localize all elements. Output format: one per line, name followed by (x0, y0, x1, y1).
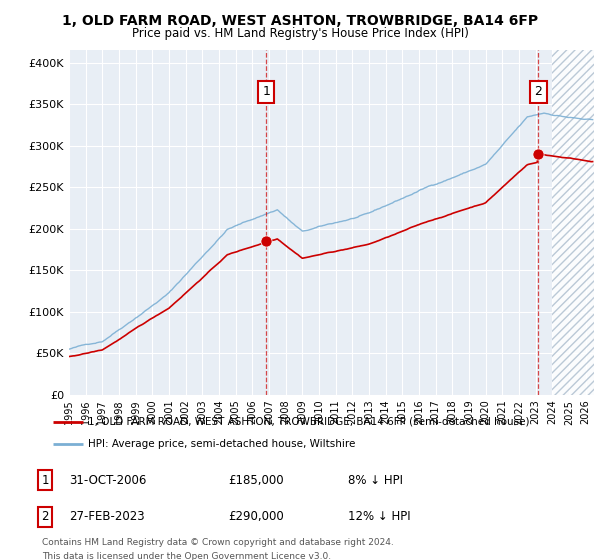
Text: This data is licensed under the Open Government Licence v3.0.: This data is licensed under the Open Gov… (42, 552, 331, 560)
Text: 2: 2 (41, 510, 49, 523)
Text: HPI: Average price, semi-detached house, Wiltshire: HPI: Average price, semi-detached house,… (88, 438, 355, 449)
Bar (553, 50, 594, 395)
Text: 31-OCT-2006: 31-OCT-2006 (69, 474, 146, 487)
Text: 1, OLD FARM ROAD, WEST ASHTON, TROWBRIDGE, BA14 6FP: 1, OLD FARM ROAD, WEST ASHTON, TROWBRIDG… (62, 14, 538, 28)
Text: 27-FEB-2023: 27-FEB-2023 (69, 510, 145, 523)
Text: 8% ↓ HPI: 8% ↓ HPI (348, 474, 403, 487)
Text: £290,000: £290,000 (228, 510, 284, 523)
Text: 2: 2 (535, 85, 542, 99)
Text: £185,000: £185,000 (228, 474, 284, 487)
Text: Price paid vs. HM Land Registry's House Price Index (HPI): Price paid vs. HM Land Registry's House … (131, 27, 469, 40)
Text: 1, OLD FARM ROAD, WEST ASHTON, TROWBRIDGE, BA14 6FP (semi-detached house): 1, OLD FARM ROAD, WEST ASHTON, TROWBRIDG… (88, 417, 529, 427)
Text: 1: 1 (41, 474, 49, 487)
Text: 1: 1 (262, 85, 270, 99)
Text: 12% ↓ HPI: 12% ↓ HPI (348, 510, 410, 523)
Text: Contains HM Land Registry data © Crown copyright and database right 2024.: Contains HM Land Registry data © Crown c… (42, 538, 394, 547)
